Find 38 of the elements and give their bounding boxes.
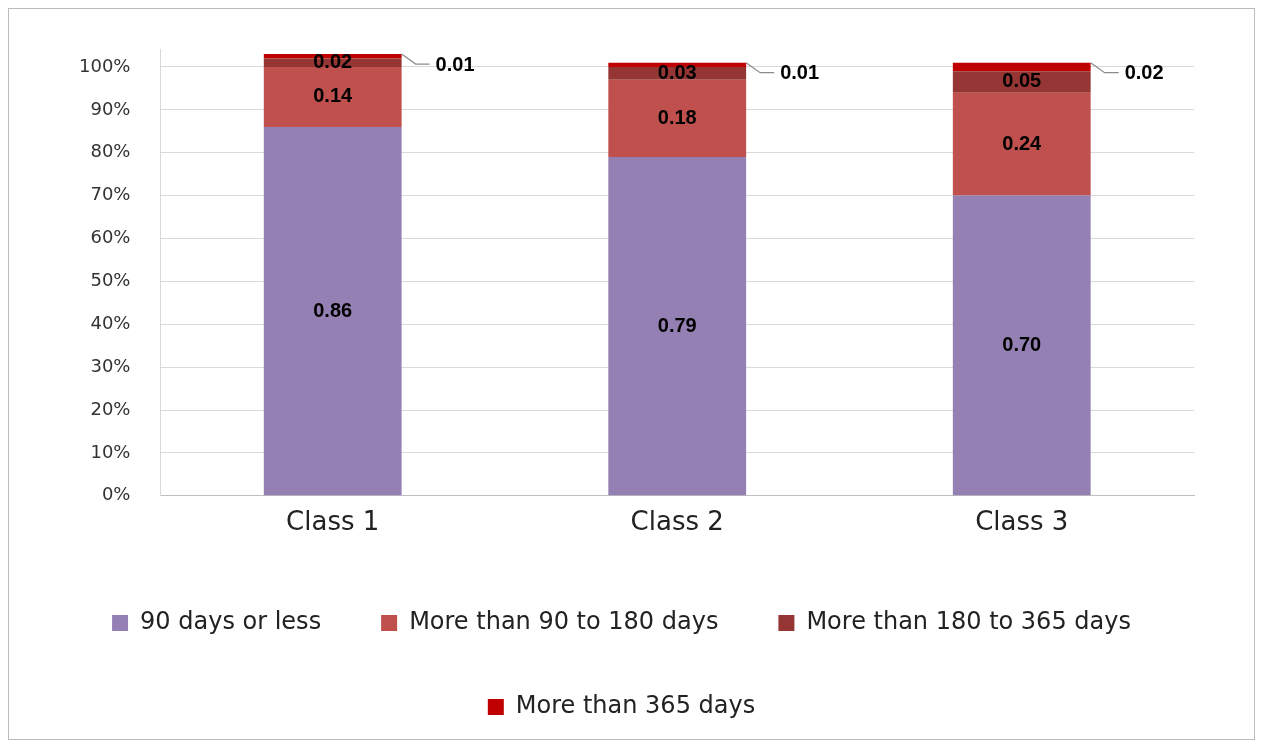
y-tick-label: 60% bbox=[90, 226, 131, 248]
data-label: 0.24 bbox=[1002, 131, 1043, 154]
bar bbox=[952, 92, 1091, 196]
y-tick-label: 0% bbox=[101, 483, 131, 505]
data-label: 0.79 bbox=[657, 313, 697, 336]
data-label: 0.86 bbox=[313, 298, 353, 321]
bar bbox=[263, 126, 402, 496]
data-label: 0.70 bbox=[1002, 332, 1042, 355]
data-label: 0.14 bbox=[313, 84, 354, 107]
y-tick-label: 20% bbox=[90, 397, 131, 419]
bar bbox=[952, 195, 1091, 496]
bar bbox=[263, 66, 402, 127]
y-tick-label: 100% bbox=[78, 54, 131, 76]
x-tick-label: Class 2 bbox=[630, 506, 724, 537]
y-tick-label: 10% bbox=[90, 440, 131, 462]
data-label: 0.01 bbox=[780, 61, 820, 84]
x-tick-label: Class 3 bbox=[975, 506, 1069, 537]
data-label: 0.01 bbox=[435, 52, 475, 75]
bar bbox=[608, 157, 747, 496]
y-tick-label: 80% bbox=[90, 140, 131, 162]
data-label: 0.02 bbox=[1124, 61, 1164, 84]
y-tick-label: 30% bbox=[90, 354, 131, 376]
data-label: 0.05 bbox=[1002, 69, 1042, 92]
y-tick-label: 90% bbox=[90, 97, 131, 119]
x-tick-label: Class 1 bbox=[286, 506, 380, 537]
bar bbox=[952, 62, 1091, 72]
y-tick-label: 70% bbox=[90, 183, 131, 205]
data-label: 0.18 bbox=[657, 105, 697, 128]
data-label: 0.02 bbox=[313, 50, 353, 73]
legend-label: More than 180 to 365 days bbox=[806, 607, 1131, 636]
y-tick-label: 50% bbox=[90, 269, 131, 291]
y-tick-label: 40% bbox=[90, 311, 131, 333]
legend-label: More than 365 days bbox=[515, 691, 756, 720]
legend-label: More than 90 to 180 days bbox=[409, 607, 719, 636]
legend-label: 90 days or less bbox=[140, 607, 322, 636]
bar bbox=[952, 71, 1091, 93]
bar bbox=[608, 79, 747, 158]
data-label: 0.03 bbox=[657, 60, 697, 83]
